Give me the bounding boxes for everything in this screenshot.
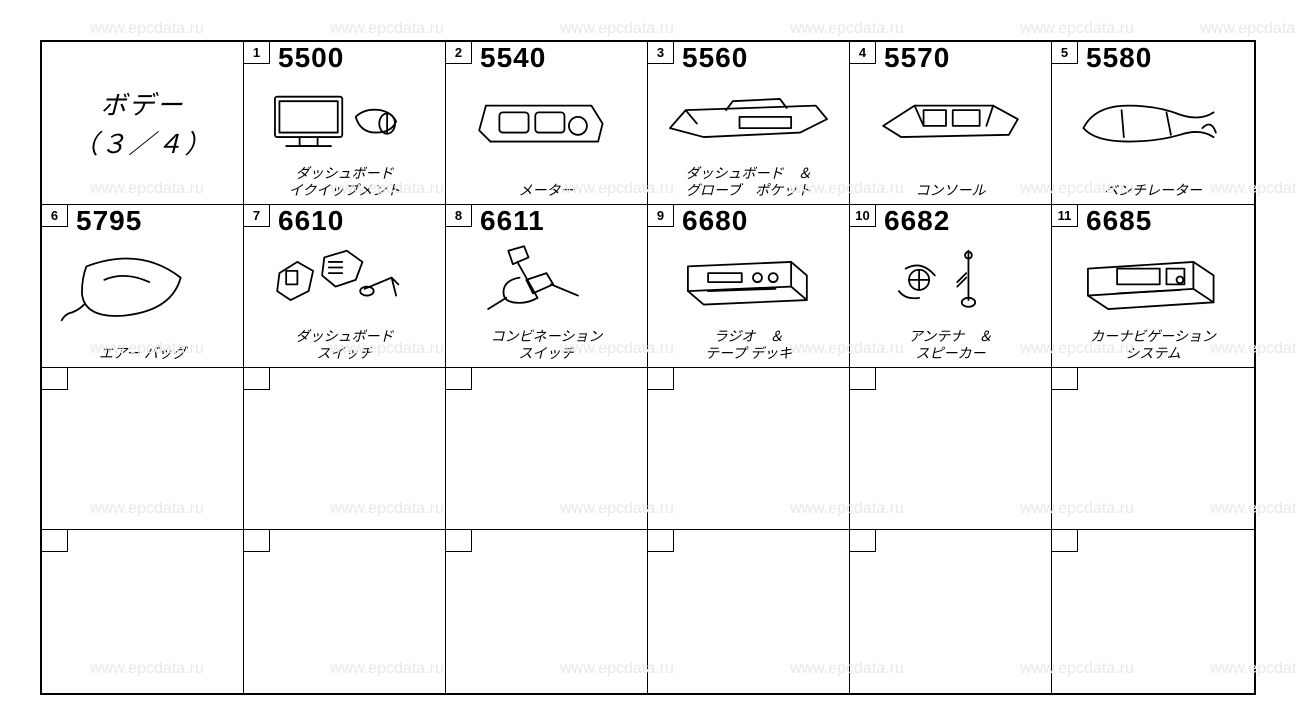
part-index: 1 — [244, 42, 270, 64]
empty-cell — [850, 530, 1052, 693]
antenna-icon — [860, 235, 1041, 325]
part-code: 5570 — [884, 42, 950, 74]
watermark: www.epcdata.ru — [560, 20, 674, 38]
empty-index-box — [850, 368, 876, 390]
dash-switch-icon — [254, 235, 435, 325]
part-code: 5540 — [480, 42, 546, 74]
watermark: www.epcdata.ru — [790, 20, 904, 38]
part-cell-5540[interactable]: 2 5540 メーター — [446, 42, 648, 205]
navi-icon — [1062, 235, 1244, 325]
part-index: 9 — [648, 205, 674, 227]
page-title: ボデー （３／４） — [42, 86, 243, 164]
diagram-outer: ボデー （３／４）15500ダッシュボード イクイップメント25540メーター3… — [40, 40, 1256, 695]
title-cell: ボデー （３／４） — [42, 42, 244, 205]
part-code: 6680 — [682, 205, 748, 237]
glove-icon — [658, 72, 839, 162]
part-cell-6682[interactable]: 10 6682 アンテナ ＆ スピーカー — [850, 205, 1052, 368]
part-label: アンテナ ＆ スピーカー — [850, 328, 1051, 363]
part-cell-5580[interactable]: 5 5580 ベンチレーター — [1052, 42, 1254, 205]
part-cell-5560[interactable]: 3 5560 ダッシュボード ＆ グローブ ポケット — [648, 42, 850, 205]
empty-cell — [1052, 530, 1254, 693]
part-label: ダッシュボード スイッチ — [244, 328, 445, 363]
vent-icon — [1062, 72, 1244, 162]
radio-icon — [658, 235, 839, 325]
part-cell-5795[interactable]: 6 5795 エアー バッグ — [42, 205, 244, 368]
part-cell-6611[interactable]: 8 6611 コンビネーション スイッチ — [446, 205, 648, 368]
empty-cell — [42, 368, 244, 531]
part-code: 5560 — [682, 42, 748, 74]
part-label: ダッシュボード イクイップメント — [244, 165, 445, 200]
part-index: 10 — [850, 205, 876, 227]
combi-switch-icon — [456, 235, 637, 325]
diagram-grid: ボデー （３／４）15500ダッシュボード イクイップメント25540メーター3… — [42, 42, 1254, 693]
watermark: www.epcdata.ru — [1020, 20, 1134, 38]
part-index: 6 — [42, 205, 68, 227]
empty-index-box — [850, 530, 876, 552]
empty-cell — [648, 530, 850, 693]
empty-index-box — [42, 530, 68, 552]
part-label: カーナビゲーション システム — [1052, 328, 1254, 363]
part-index: 4 — [850, 42, 876, 64]
part-index: 11 — [1052, 205, 1078, 227]
empty-index-box — [446, 530, 472, 552]
part-cell-6685[interactable]: 11 6685 カーナビゲーション システム — [1052, 205, 1254, 368]
empty-index-box — [244, 368, 270, 390]
part-label: ベンチレーター — [1052, 182, 1254, 200]
empty-cell — [446, 530, 648, 693]
part-label: メーター — [446, 182, 647, 200]
part-label: ラジオ ＆ テープ デッキ — [648, 328, 849, 363]
dash-equip-icon — [254, 72, 435, 162]
empty-index-box — [244, 530, 270, 552]
part-index: 8 — [446, 205, 472, 227]
part-code: 5795 — [76, 205, 142, 237]
empty-index-box — [1052, 530, 1078, 552]
empty-cell — [244, 530, 446, 693]
part-code: 6682 — [884, 205, 950, 237]
part-code: 5500 — [278, 42, 344, 74]
empty-cell — [446, 368, 648, 531]
part-index: 2 — [446, 42, 472, 64]
empty-cell — [42, 530, 244, 693]
part-label: ダッシュボード ＆ グローブ ポケット — [648, 165, 849, 200]
watermark: www.epcdata.ru — [330, 20, 444, 38]
part-code: 6611 — [480, 205, 545, 237]
console-icon — [860, 72, 1041, 162]
empty-cell — [648, 368, 850, 531]
empty-cell — [1052, 368, 1254, 531]
meter-icon — [456, 72, 637, 162]
part-label: コンソール — [850, 182, 1051, 200]
part-code: 5580 — [1086, 42, 1152, 74]
part-code: 6610 — [278, 205, 344, 237]
part-index: 7 — [244, 205, 270, 227]
empty-cell — [244, 368, 446, 531]
empty-index-box — [1052, 368, 1078, 390]
part-index: 5 — [1052, 42, 1078, 64]
empty-index-box — [648, 530, 674, 552]
part-cell-6610[interactable]: 7 6610 ダッシュボード スイッチ — [244, 205, 446, 368]
part-code: 6685 — [1086, 205, 1152, 237]
empty-index-box — [42, 368, 68, 390]
empty-index-box — [648, 368, 674, 390]
watermark: www.epcdata.ru — [90, 20, 204, 38]
part-label: コンビネーション スイッチ — [446, 328, 647, 363]
part-index: 3 — [648, 42, 674, 64]
part-cell-5500[interactable]: 1 5500 ダッシュボード イクイップメント — [244, 42, 446, 205]
part-cell-6680[interactable]: 9 6680 ラジオ ＆ テープ デッキ — [648, 205, 850, 368]
empty-index-box — [446, 368, 472, 390]
part-cell-5570[interactable]: 4 5570 コンソール — [850, 42, 1052, 205]
airbag-icon — [52, 235, 233, 325]
watermark: www.epcdata.ru — [1200, 20, 1296, 38]
part-label: エアー バッグ — [42, 345, 243, 363]
empty-cell — [850, 368, 1052, 531]
